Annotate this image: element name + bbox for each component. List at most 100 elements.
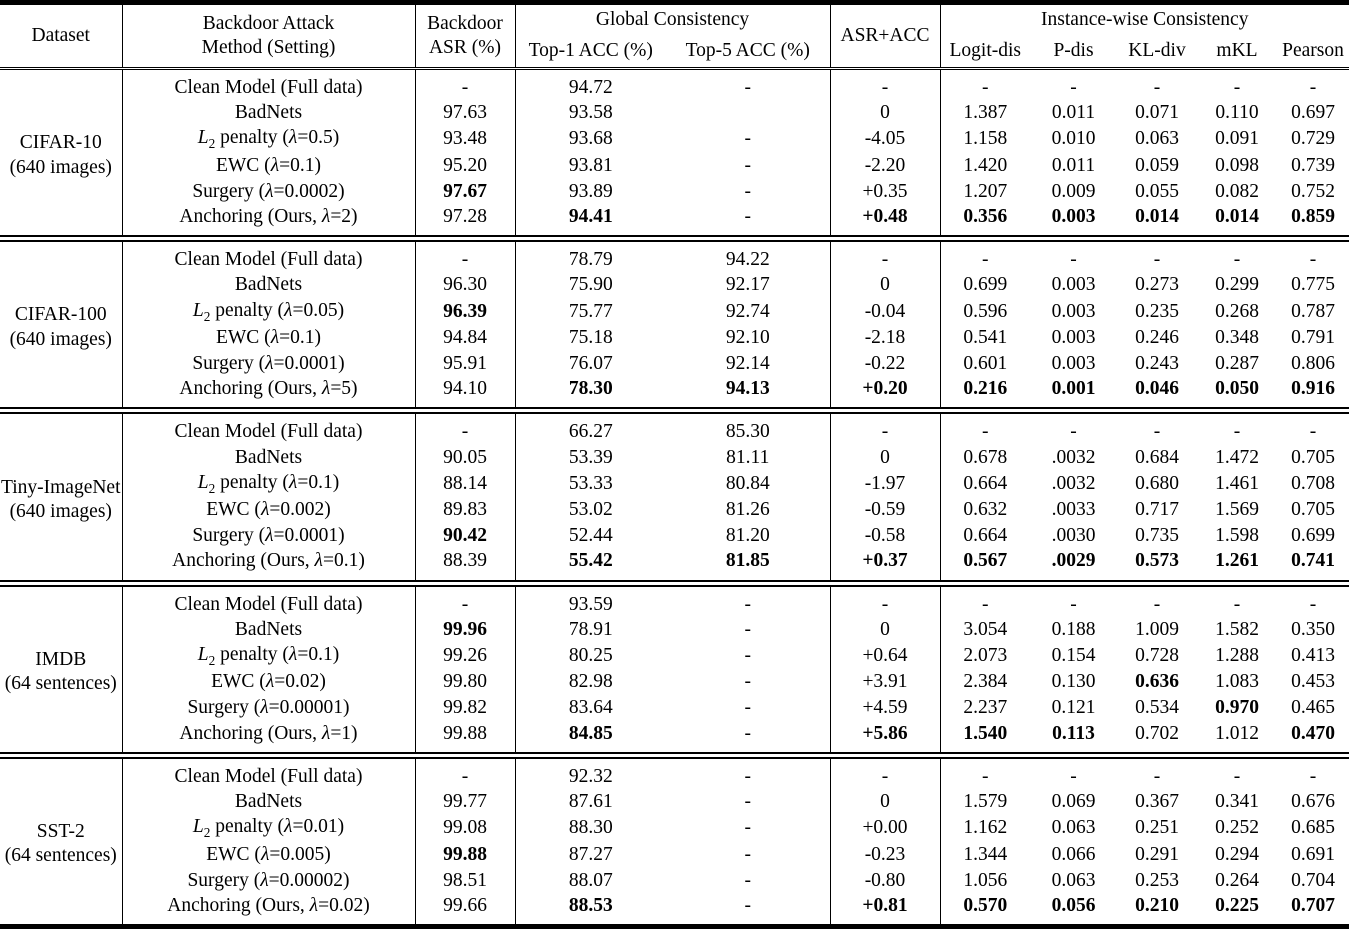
method-cell: Anchoring (Ours, λ=0.02) (122, 893, 416, 927)
value-cell-asr: - (415, 238, 516, 273)
value-cell-p-dis: 0.009 (1051, 180, 1096, 202)
value-cell-top5: 94.13 (666, 377, 831, 411)
value-cell-asr-acc: +0.37 (830, 549, 941, 584)
value-cell-kl-div: 0.055 (1135, 180, 1179, 202)
table-row: L2 penalty (λ=0.1) 99.26 80.25 - +0.64 2.073 0… (0, 643, 1349, 670)
col-header-mkl: mKL (1216, 40, 1258, 62)
value-cell-kl-div: 0.636 (1135, 671, 1179, 693)
value-cell-kl-div: - (1153, 593, 1161, 615)
value-cell-asr-acc: -0.23 (830, 841, 941, 868)
value-cell-mkl: 1.012 (1215, 722, 1259, 744)
value-cell-asr-acc: - (830, 755, 941, 790)
value-cell-logit-dis: - (982, 249, 989, 271)
value-cell-mkl: 0.294 (1215, 843, 1259, 865)
value-cell-top1: 78.30 (568, 378, 613, 400)
value-cell-pearson: 0.787 (1291, 300, 1335, 322)
value-cell-asr-acc: -2.18 (830, 325, 941, 352)
value-cell-logit-dis: 0.596 (963, 300, 1008, 322)
value-cell-logit-dis: 0.567 (963, 550, 1008, 572)
col-header-method-line1: Backdoor Attack (202, 12, 335, 34)
value-cell-pearson: 0.705 (1291, 446, 1335, 468)
value-cell-top5: 94.22 (666, 238, 831, 273)
value-cell-kl-div: 0.702 (1135, 722, 1179, 744)
dataset-block-cifar-10: CIFAR-10 (640 images) Clean Model (Full da… (0, 68, 1349, 239)
value-cell-p-dis: 0.063 (1051, 869, 1096, 891)
method-cell: Surgery (λ=0.00002) (122, 867, 416, 894)
value-cell-kl-div: 0.573 (1135, 550, 1179, 572)
value-cell-asr-acc: +4.59 (830, 695, 941, 722)
value-cell-asr-acc: 0 (830, 617, 941, 644)
value-cell-logit-dis: 0.678 (963, 446, 1008, 468)
value-cell-top1: 93.68 (568, 128, 613, 150)
table-row: BadNets 90.05 53.39 81.11 0 0.678 .0032 0.684 1.… (0, 444, 1349, 471)
table-row: L2 penalty (λ=0.01) 99.08 88.30 - +0.00 1.162… (0, 815, 1349, 842)
method-cell: L2 penalty (λ=0.05) (122, 298, 416, 326)
value-cell-p-dis: 0.121 (1051, 697, 1096, 719)
value-cell-asr: 99.80 (415, 669, 516, 696)
value-cell-pearson: - (1309, 765, 1317, 787)
value-cell-kl-div: 0.063 (1135, 128, 1179, 150)
value-cell-asr-acc: -0.80 (830, 867, 941, 894)
col-header-logit-dis: Logit-dis (949, 40, 1022, 62)
value-cell-asr: - (415, 755, 516, 790)
value-cell-top5: 85.30 (666, 410, 831, 445)
value-cell-asr: 96.39 (415, 298, 516, 326)
value-cell-top1: 78.91 (568, 618, 613, 640)
method-cell: EWC (λ=0.1) (122, 325, 416, 352)
value-cell-top1: 87.27 (568, 843, 613, 865)
value-cell-asr: 97.63 (415, 100, 516, 127)
value-cell-logit-dis: 3.054 (963, 618, 1008, 640)
method-cell: EWC (λ=0.02) (122, 669, 416, 696)
value-cell-pearson: - (1309, 249, 1317, 271)
value-cell-top5: - (666, 68, 831, 101)
col-header-instance-consistency: Instance-wise Consistency (1041, 9, 1249, 31)
header-row-1: Dataset Backdoor Attack Method (Setting)… (0, 2, 1349, 69)
table-row: EWC (λ=0.02) 99.80 82.98 - +3.91 2.384 0.130 0.… (0, 669, 1349, 696)
value-cell-pearson: 0.676 (1291, 791, 1335, 813)
value-cell-p-dis: 0.003 (1051, 205, 1096, 227)
table-row: Anchoring (Ours, λ=0.02) 99.66 88.53 - +0.81… (0, 893, 1349, 927)
value-cell-mkl: 0.014 (1215, 205, 1259, 227)
value-cell-top5: - (666, 893, 831, 927)
value-cell-top1: 88.30 (568, 817, 613, 839)
value-cell-p-dis: 0.001 (1051, 378, 1096, 400)
value-cell-asr-acc: +0.48 (830, 204, 941, 239)
table-row: Surgery (λ=0.0001) 90.42 52.44 81.20 -0.58 0.… (0, 523, 1349, 550)
value-cell-asr: 99.96 (415, 617, 516, 644)
value-cell-mkl: 0.264 (1215, 869, 1259, 891)
value-cell-p-dis: 0.130 (1051, 671, 1096, 693)
method-cell: BadNets (122, 617, 416, 644)
col-header-kl-div: KL-div (1128, 40, 1186, 62)
value-cell-mkl: 1.461 (1215, 472, 1259, 494)
col-header-asr-line2: ASR (%) (428, 37, 502, 58)
value-cell-asr: 99.82 (415, 695, 516, 722)
value-cell-logit-dis: 2.073 (963, 645, 1008, 667)
value-cell-asr: 99.77 (415, 789, 516, 816)
value-cell-pearson: - (1309, 77, 1317, 98)
value-cell-p-dis: 0.011 (1051, 102, 1096, 124)
value-cell-asr: 90.42 (415, 523, 516, 550)
value-cell-mkl: - (1233, 421, 1241, 443)
value-cell-top1: 84.85 (568, 722, 613, 744)
value-cell-asr: 97.67 (415, 178, 516, 205)
value-cell-asr-acc: -0.59 (830, 497, 941, 524)
value-cell-pearson: - (1309, 593, 1317, 615)
value-cell-asr: 90.05 (415, 444, 516, 471)
value-cell-logit-dis: 0.632 (963, 499, 1008, 521)
value-cell-logit-dis: - (982, 593, 989, 615)
value-cell-top5: - (666, 643, 831, 670)
value-cell-logit-dis: 2.384 (963, 671, 1008, 693)
value-cell-p-dis: 0.056 (1051, 894, 1096, 916)
dataset-label: SST-2 (64 sentences) (0, 755, 123, 927)
table-row: Surgery (λ=0.00002) 98.51 88.07 - -0.80 1.056… (0, 867, 1349, 894)
value-cell-asr-acc: -0.58 (830, 523, 941, 550)
value-cell-mkl: 0.348 (1215, 326, 1259, 348)
value-cell-kl-div: 0.680 (1135, 472, 1179, 494)
table-row: BadNets 97.63 93.58 0 1.387 0.011 0.071 0.110 0.… (0, 100, 1349, 127)
table-row: BadNets 99.77 87.61 -0 1.579 0.069 0.367 0.341 0… (0, 789, 1349, 816)
value-cell-kl-div: 0.059 (1135, 154, 1179, 176)
col-header-dataset: Dataset (0, 2, 123, 69)
method-cell: Anchoring (Ours, λ=2) (122, 204, 416, 239)
table-row: EWC (λ=0.002) 89.83 53.02 81.26 -0.59 0.632 .0… (0, 497, 1349, 524)
value-cell-pearson: 0.704 (1291, 869, 1335, 891)
